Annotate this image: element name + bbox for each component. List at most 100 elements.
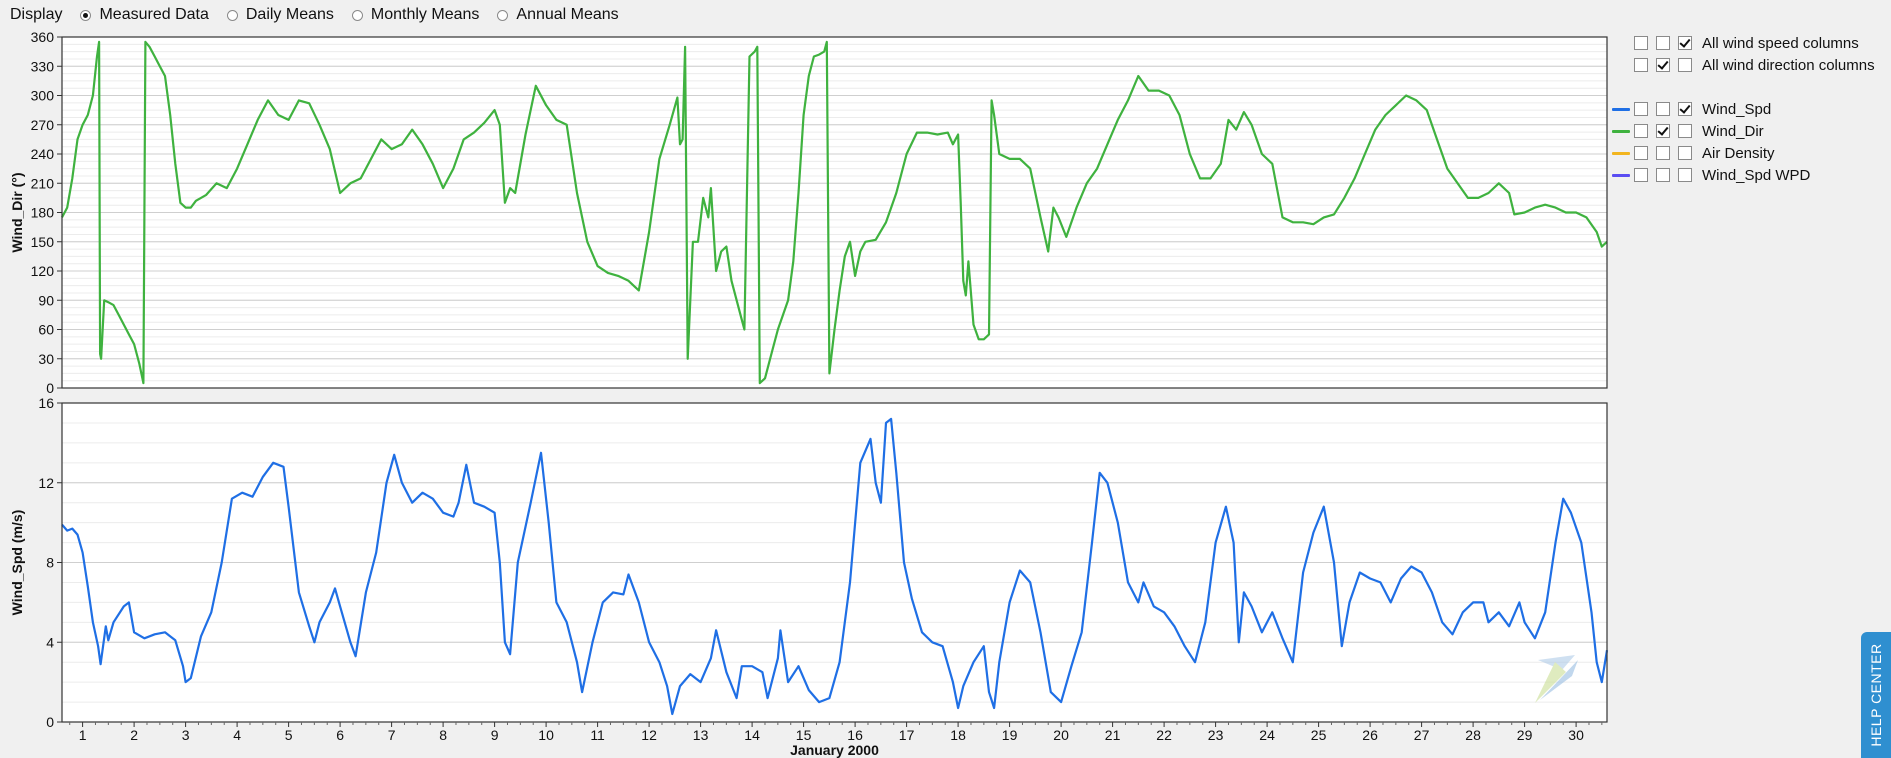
x-tick-label: 2	[130, 727, 138, 743]
radio-label: Annual Means	[516, 6, 619, 23]
radio-annual-means[interactable]: Annual Means	[497, 6, 619, 24]
y-tick-label: 180	[31, 205, 55, 221]
legend-series-label: Wind_Dir	[1702, 122, 1764, 140]
y-axis-title: Wind_Spd (m/s)	[9, 510, 25, 616]
series-line-wind-dir	[61, 40, 1608, 385]
x-tick-label: 18	[950, 727, 966, 743]
y-tick-label: 240	[31, 146, 55, 162]
chart-canvas: 0306090120150180210240270300330360Wind_D…	[9, 29, 1609, 758]
x-tick-label: 15	[796, 727, 812, 743]
series-checkbox-1[interactable]	[1634, 168, 1648, 182]
x-tick-label: 25	[1311, 727, 1327, 743]
help-center-tab[interactable]: HELP CENTER	[1861, 632, 1891, 758]
display-options: Display Measured Data Daily Means Monthl…	[10, 4, 619, 26]
legend-item-wind-spd-wpd: Wind_Spd WPD	[1612, 166, 1810, 184]
logo-shape	[1540, 660, 1578, 700]
series-checkbox-2[interactable]	[1656, 102, 1670, 116]
y-tick-label: 150	[31, 234, 55, 250]
y-tick-label: 16	[38, 395, 54, 411]
series-checkbox-3[interactable]	[1678, 102, 1692, 116]
group-checkbox-2[interactable]	[1656, 36, 1670, 50]
help-center-label: HELP CENTER	[1868, 643, 1884, 747]
x-tick-label: 30	[1568, 727, 1584, 743]
x-tick-label: 6	[336, 727, 344, 743]
x-tick-label: 21	[1105, 727, 1121, 743]
series-checkbox-3[interactable]	[1678, 168, 1692, 182]
series-checkbox-1[interactable]	[1634, 124, 1648, 138]
y-tick-label: 120	[31, 263, 55, 279]
y-tick-label: 0	[46, 714, 54, 730]
y-tick-label: 210	[31, 175, 55, 191]
y-tick-label: 4	[46, 634, 54, 650]
series-checkbox-3[interactable]	[1678, 124, 1692, 138]
series-checkbox-3[interactable]	[1678, 146, 1692, 160]
series-checkbox-1[interactable]	[1634, 146, 1648, 160]
legend-item-wind-spd: Wind_Spd	[1612, 100, 1771, 118]
group-checkbox-3[interactable]	[1678, 36, 1692, 50]
x-tick-label: 14	[744, 727, 760, 743]
x-tick-label: 12	[641, 727, 657, 743]
x-tick-label: 3	[182, 727, 190, 743]
radio-label: Measured Data	[99, 6, 209, 23]
group-checkbox-2[interactable]	[1656, 58, 1670, 72]
x-tick-label: 16	[847, 727, 863, 743]
x-tick-label: 10	[538, 727, 554, 743]
series-checkbox-1[interactable]	[1634, 102, 1648, 116]
x-tick-label: 24	[1259, 727, 1275, 743]
y-tick-label: 360	[31, 29, 55, 45]
legend-item-air-density: Air Density	[1612, 144, 1775, 162]
legend-swatch	[1612, 151, 1630, 155]
x-tick-label: 1	[79, 727, 87, 743]
radio-measured-data[interactable]: Measured Data	[80, 6, 209, 24]
y-tick-label: 300	[31, 88, 55, 104]
legend-group-label: All wind direction columns	[1702, 56, 1875, 74]
x-tick-label: 7	[388, 727, 396, 743]
x-tick-label: 19	[1002, 727, 1018, 743]
x-tick-label: 23	[1208, 727, 1224, 743]
logo-shape	[1538, 655, 1575, 670]
radio-monthly-means[interactable]: Monthly Means	[351, 6, 480, 24]
radio-indicator[interactable]	[80, 9, 92, 21]
legend-series-label: Air Density	[1702, 144, 1775, 162]
x-tick-label: 27	[1414, 727, 1430, 743]
legend-swatch	[1612, 107, 1630, 111]
display-label: Display	[10, 6, 63, 23]
radio-label: Monthly Means	[370, 6, 480, 23]
series-line-wind-spd	[61, 417, 1609, 716]
y-axis-title: Wind_Dir (°)	[9, 172, 25, 252]
legend-item-wind-dir: Wind_Dir	[1612, 122, 1764, 140]
group-checkbox-1[interactable]	[1634, 58, 1648, 72]
x-tick-label: 13	[693, 727, 709, 743]
legend-group-wind-direction: All wind direction columns	[1612, 56, 1875, 74]
series-checkbox-2[interactable]	[1656, 168, 1670, 182]
y-tick-label: 8	[46, 555, 54, 571]
y-tick-label: 30	[38, 351, 54, 367]
legend-swatch	[1612, 173, 1630, 177]
series-checkbox-2[interactable]	[1656, 124, 1670, 138]
x-tick-label: 8	[439, 727, 447, 743]
logo-shape	[1535, 662, 1566, 703]
radio-indicator[interactable]	[497, 9, 509, 21]
radio-indicator[interactable]	[351, 9, 363, 21]
y-tick-label: 270	[31, 117, 55, 133]
x-tick-label: 22	[1156, 727, 1172, 743]
y-tick-label: 60	[38, 322, 54, 338]
plot-border	[61, 36, 1608, 389]
radio-daily-means[interactable]: Daily Means	[226, 6, 334, 24]
plot-border	[61, 402, 1608, 723]
y-tick-label: 90	[38, 292, 54, 308]
x-tick-label: 4	[233, 727, 241, 743]
legend-group-wind-speed: All wind speed columns	[1612, 34, 1859, 52]
radio-label: Daily Means	[245, 6, 334, 23]
radio-indicator[interactable]	[226, 9, 238, 21]
legend-swatch	[1612, 129, 1630, 133]
legend-series-label: Wind_Spd	[1702, 100, 1772, 118]
y-tick-label: 12	[38, 475, 54, 491]
wind-dir-plot: 0 30 60 90 120 150 180 210 240 270 300 330 360 Wind_D…	[9, 29, 1608, 396]
group-checkbox-3[interactable]	[1678, 58, 1692, 72]
x-axis-title: January 2000	[790, 742, 879, 758]
group-checkbox-1[interactable]	[1634, 36, 1648, 50]
x-tick-label: 11	[590, 727, 605, 743]
series-checkbox-2[interactable]	[1656, 146, 1670, 160]
x-tick-label: 28	[1465, 727, 1481, 743]
